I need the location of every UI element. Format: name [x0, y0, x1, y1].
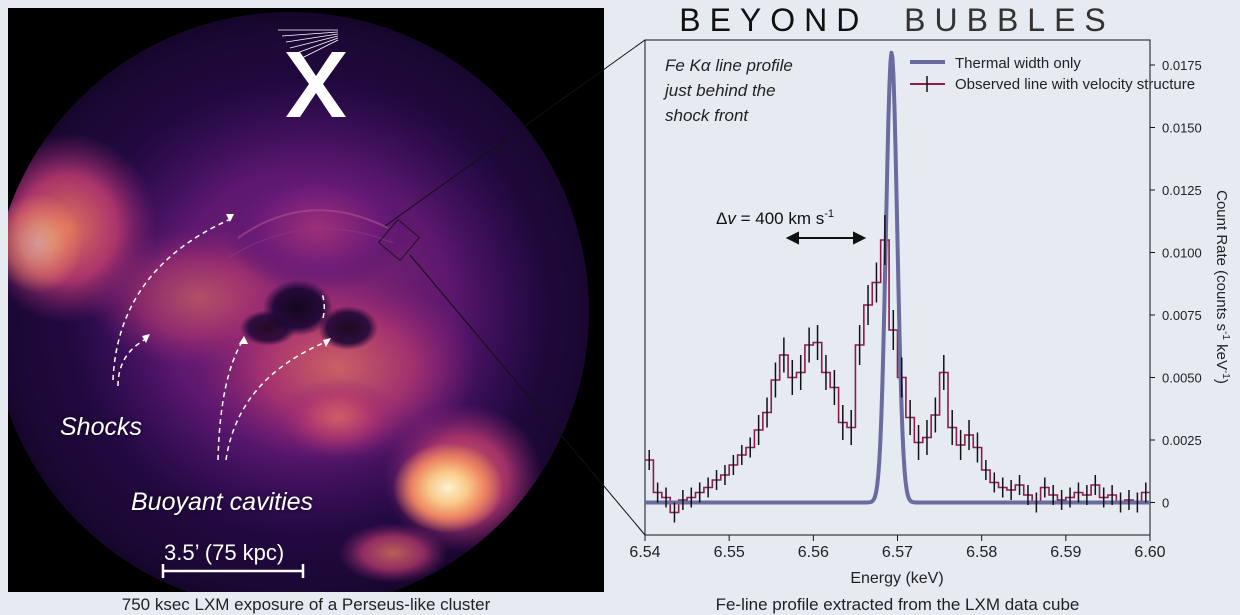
chart-caption: Fe-line profile extracted from the LXM d…	[715, 595, 1080, 614]
zoom-line-top	[384, 39, 646, 227]
shock-arrow-2	[117, 337, 149, 387]
image-caption: 750 ksec LXM exposure of a Perseus-like …	[121, 595, 491, 614]
shock-arrow-1	[112, 217, 234, 381]
x-axis: 6.54 6.55 6.56 6.57 6.58 6.59 6.60	[629, 535, 1166, 561]
velocity-arrow	[785, 231, 867, 245]
y-axis-label: Count Rate (counts s-1 keV-1)	[1213, 190, 1231, 384]
x-tick-label: 6.57	[882, 544, 913, 561]
cluster-image	[8, 8, 604, 592]
x-tick-label: 6.55	[714, 544, 745, 561]
page-title: BEYOND BUBBLES	[637, 2, 1157, 39]
label-shocks: Shocks	[60, 413, 142, 441]
x-tick-label: 6.60	[1134, 544, 1165, 561]
lxm-logo	[278, 29, 346, 117]
zoom-line-bottom	[409, 254, 646, 536]
label-buoyant-cavities: Buoyant cavities	[131, 488, 314, 516]
title-word-1: BEYOND	[679, 2, 869, 38]
annotation-line-2: just behind the	[663, 81, 776, 100]
scale-bar-label: 3.5’ (75 kpc)	[164, 540, 285, 565]
y-tick-label: 0	[1162, 496, 1169, 511]
cavity-arrow-2	[225, 340, 329, 461]
flow-arrows	[112, 217, 329, 461]
observed-step-line	[645, 239, 1150, 514]
x-tick-label: 6.54	[629, 544, 660, 561]
error-bars	[648, 215, 1147, 523]
x-axis-label: Energy (keV)	[850, 570, 943, 587]
velocity-label: Δv = 400 km s-1	[716, 208, 834, 228]
x-tick-label: 6.58	[966, 544, 997, 561]
annotation-line-1: Fe Kα line profile	[665, 56, 793, 75]
legend-label-thermal: Thermal width only	[955, 55, 1081, 72]
scale-bar	[161, 564, 305, 578]
y-tick-label: 0.0025	[1162, 433, 1202, 448]
legend: Thermal width only Observed line with ve…	[910, 55, 1195, 93]
annotation-line-3: shock front	[665, 106, 749, 125]
y-tick-label: 0.0175	[1162, 58, 1202, 73]
thermal-gaussian-line	[644, 50, 1151, 505]
zoom-region	[378, 218, 420, 262]
y-tick-label: 0.0150	[1162, 121, 1202, 136]
legend-label-observed: Observed line with velocity structure	[955, 76, 1195, 93]
y-tick-label: 0.0125	[1162, 183, 1202, 198]
xray-image-panel: Shocks Buoyant cavities 3.5’ (75 kpc)	[8, 8, 604, 592]
x-tick-label: 6.59	[1050, 544, 1081, 561]
y-tick-label: 0.0075	[1162, 308, 1202, 323]
y-tick-label: 0.0050	[1162, 371, 1202, 386]
x-tick-label: 6.56	[798, 544, 829, 561]
y-tick-label: 0.0100	[1162, 246, 1202, 261]
y-axis: 0 0.0025 0.0050 0.0075 0.0100 0.0125 0.0150 0.0…	[1150, 58, 1202, 511]
cavity-arrow-3	[321, 292, 326, 319]
series-observed	[645, 239, 1150, 514]
title-word-2: BUBBLES	[904, 2, 1115, 38]
series-thermal	[644, 50, 1151, 505]
